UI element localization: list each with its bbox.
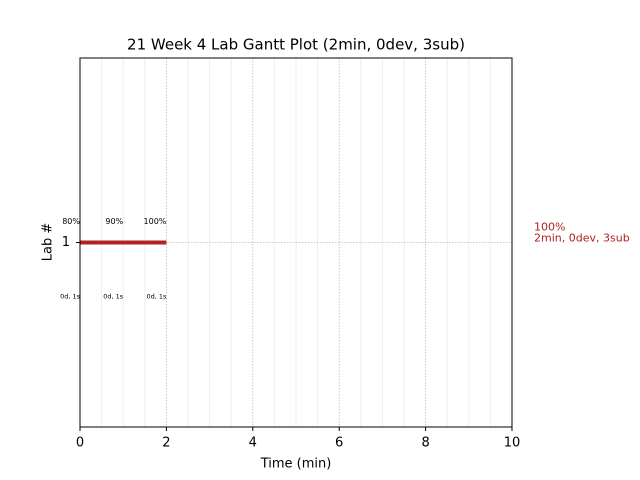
- x-tick-label: 4: [249, 436, 257, 451]
- x-tick-label: 8: [421, 436, 429, 451]
- checkpoint-label: 90%: [105, 217, 123, 226]
- y-tick-label: 1: [62, 235, 70, 250]
- plot-frame: [79, 57, 513, 428]
- chart-title: 21 Week 4 Lab Gantt Plot (2min, 0dev, 3s…: [127, 36, 465, 54]
- x-tick-label: 2: [162, 436, 170, 451]
- checkpoint-note: 0d, 1s: [103, 293, 124, 301]
- summary-label: 100%: [534, 221, 565, 234]
- x-axis-label: Time (min): [260, 457, 332, 472]
- checkpoint-note: 0d, 1s: [146, 293, 167, 301]
- summary-label: 2min, 0dev, 3sub: [534, 232, 630, 245]
- x-tick-label: 6: [335, 436, 343, 451]
- checkpoint-label: 100%: [144, 217, 167, 226]
- checkpoint-note: 0d, 1s: [60, 293, 81, 301]
- checkpoint-label: 80%: [62, 217, 80, 226]
- y-axis-label: Lab #: [41, 223, 56, 262]
- x-tick-label: 0: [76, 436, 84, 451]
- x-tick-label: 10: [504, 436, 521, 451]
